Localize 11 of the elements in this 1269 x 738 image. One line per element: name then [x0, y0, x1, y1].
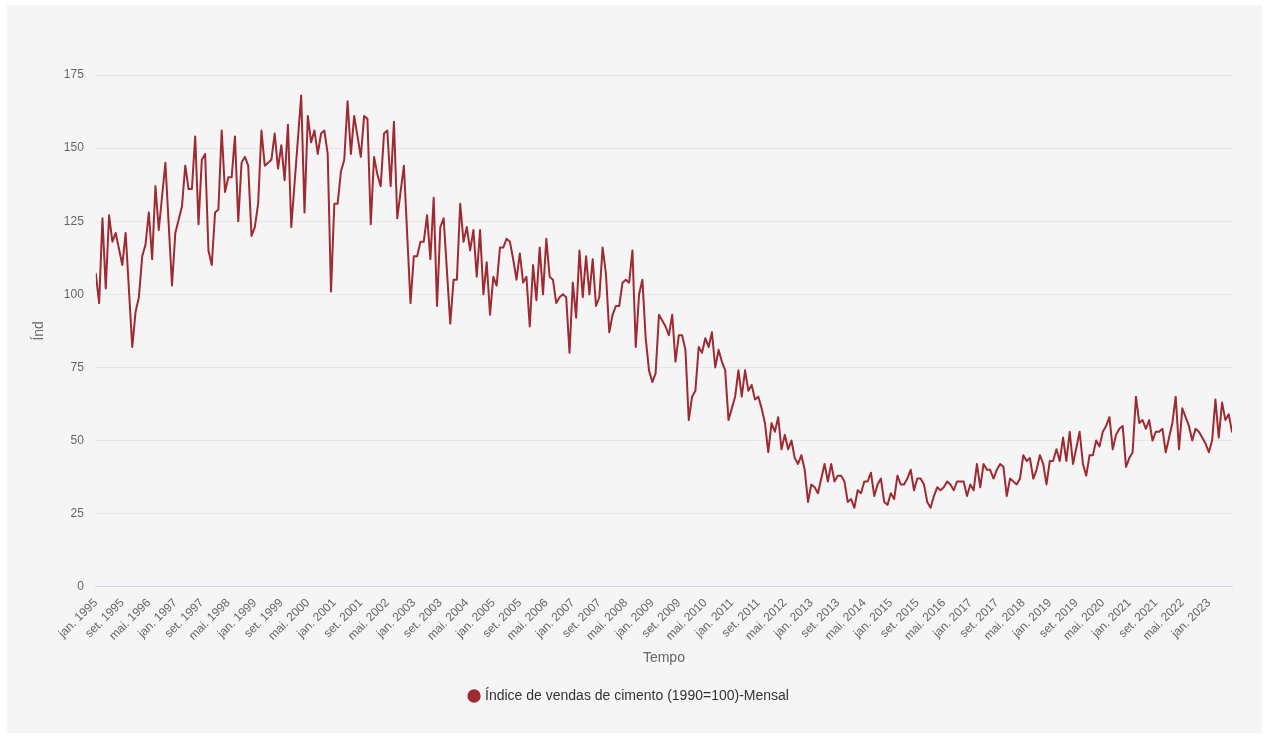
- y-tick-label: 50: [70, 432, 85, 447]
- y-tick-label: 0: [77, 579, 85, 594]
- y-tick-label: 125: [63, 213, 85, 228]
- legend-label: Índice de vendas de cimento (1990=100)-Mensal: [485, 686, 789, 703]
- y-tick-label: 75: [70, 359, 85, 374]
- x-axis-title: Tempo: [642, 649, 686, 666]
- y-tick-label: 175: [63, 67, 85, 82]
- y-tick-label: 150: [63, 140, 85, 155]
- y-axis-title: Índ: [30, 321, 47, 341]
- y-tick-label: 25: [70, 505, 85, 520]
- y-tick-label: 100: [63, 286, 85, 301]
